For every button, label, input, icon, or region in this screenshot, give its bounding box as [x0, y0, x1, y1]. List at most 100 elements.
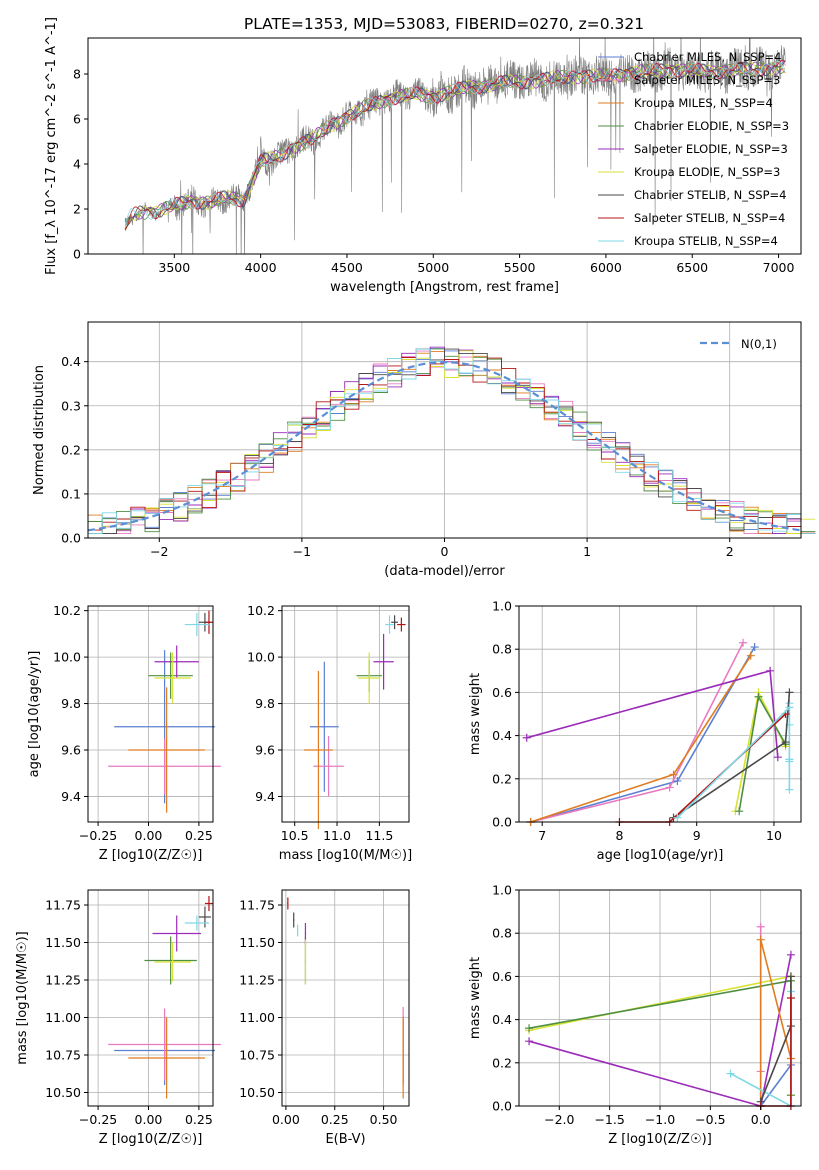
errorbar-point [293, 912, 295, 928]
y-tick-label: 9.4 [61, 789, 81, 804]
x-tick-label: 0.25 [185, 828, 213, 843]
weight-line [530, 642, 744, 823]
errorbar-point [128, 1017, 205, 1099]
y-tick-label: 11.25 [45, 973, 81, 988]
errorbar-point [287, 897, 289, 910]
y-tick-label: 11.50 [239, 935, 275, 950]
legend-entry: Chabrier STELIB, N_SSP=4 [634, 188, 786, 202]
y-tick-label: 9.6 [255, 743, 275, 758]
weight-marker [746, 651, 755, 660]
y-tick-label: 0.2 [492, 1055, 512, 1070]
y-tick-label: 11.00 [239, 1010, 275, 1025]
x-axis-label: E(B-V) [325, 1132, 365, 1147]
errorbar-point [304, 939, 307, 985]
x-tick-label: −0.25 [79, 1112, 117, 1127]
panel-mass_vs_Z: −0.25 0.00 0.25 10.50 10.75 11.00 11.25 11.50 11… [15, 889, 222, 1147]
axes-frame [87, 605, 214, 823]
spectrum-model-line [124, 59, 786, 231]
y-tick-label: 10.0 [247, 650, 275, 665]
y-tick-label: 9.8 [255, 696, 275, 711]
x-axis-label: (data-model)/error [384, 564, 505, 579]
errorbar-point [184, 612, 209, 637]
weight-marker [781, 738, 790, 747]
errorbar-point [204, 610, 213, 634]
x-tick-label: 10.5 [281, 828, 309, 843]
y-axis-label: mass [log10(M/M☉)] [15, 931, 30, 1064]
y-tick-label: 10.75 [239, 1048, 275, 1063]
errorbar-point [397, 617, 406, 632]
x-tick-label: 0.0 [751, 1112, 771, 1127]
residual-histogram [88, 350, 816, 535]
x-axis-label: Z [log10(Z/Z☉)] [99, 1132, 203, 1147]
y-tick-label: 0.0 [492, 1099, 512, 1114]
y-tick-label: 8 [73, 67, 81, 82]
errorbar-point [385, 615, 394, 634]
x-tick-label: 8 [615, 828, 623, 843]
errorbar-point [198, 906, 211, 928]
weight-marker [735, 807, 744, 816]
x-tick-label: −0.25 [79, 828, 117, 843]
weight-marker [673, 813, 682, 822]
x-tick-label: −0.5 [695, 1112, 725, 1127]
y-tick-label: 0.8 [492, 926, 512, 941]
spectrum-model-line [174, 59, 786, 210]
weight-marker [739, 638, 748, 647]
legend-entry: N(0,1) [741, 337, 777, 351]
plot-area [304, 615, 406, 829]
errorbar-point [154, 645, 199, 678]
weight-marker [673, 776, 682, 785]
x-tick-label: 0.25 [321, 1112, 349, 1127]
legend-entry: Salpeter MILES, N_SSP=3 [634, 73, 780, 87]
x-tick-label: 11.5 [365, 828, 393, 843]
y-tick-label: 10.50 [45, 1085, 81, 1100]
y-axis-label: Flux [f_λ 10^-17 erg cm^-2 s^-1 A^-1] [44, 17, 59, 275]
axes-frame [281, 889, 410, 1107]
y-tick-label: 0.1 [61, 486, 81, 501]
legend-entry: Kroupa ELODIE, N_SSP=3 [634, 165, 780, 179]
weight-marker [525, 1024, 534, 1033]
weight-line [526, 669, 779, 758]
errorbar-point [108, 738, 222, 795]
x-tick-label: 6000 [590, 260, 622, 275]
weight-marker [522, 733, 531, 742]
x-tick-label: 0.25 [185, 1112, 213, 1127]
y-tick-label: 10.2 [247, 603, 275, 618]
y-tick-label: 9.8 [61, 696, 81, 711]
axes-frame [518, 605, 802, 823]
y-tick-label: 10.50 [239, 1085, 275, 1100]
x-tick-label: 0.00 [135, 828, 163, 843]
errorbar-point [309, 661, 339, 792]
x-axis-label: Z [log10(Z/Z☉)] [608, 1132, 712, 1147]
spectrum-legend: Chabrier MILES, N_SSP=4 Salpeter MILES, N… [598, 50, 789, 248]
legend-entry: Kroupa STELIB, N_SSP=4 [634, 234, 778, 248]
x-axis-label: wavelength [Angstrom, rest frame] [330, 280, 559, 295]
residual-histogram [88, 348, 816, 535]
plot-area [124, 38, 786, 254]
axes-frame [281, 605, 410, 823]
y-axis-label: age [log10(age/yr)] [27, 651, 42, 778]
panel-residuals: −2 −1 0 1 2 0.0 0.1 0.2 0.3 0.4 (data-model)/error… [32, 321, 816, 579]
weight-marker [785, 703, 794, 712]
errorbar-point [402, 1017, 404, 1099]
x-tick-label: 4500 [331, 260, 363, 275]
y-tick-label: 6 [73, 112, 81, 127]
axes-frame [87, 37, 802, 255]
weight-marker [525, 1037, 534, 1046]
residual-histogram [88, 348, 816, 535]
y-axis-label: Normed distribution [32, 365, 47, 495]
axes-frame [87, 889, 214, 1107]
errorbar-point [152, 915, 201, 952]
x-tick-label: −1 [293, 544, 311, 559]
y-tick-label: 11.75 [239, 898, 275, 913]
weight-marker [773, 753, 782, 762]
legend-entry: Salpeter ELODIE, N_SSP=3 [634, 142, 788, 156]
residual-histogram [88, 346, 816, 535]
x-tick-label: 0.50 [370, 1112, 398, 1127]
errorbar-point [108, 1008, 222, 1081]
y-tick-label: 2 [73, 202, 81, 217]
x-tick-label: 4000 [245, 260, 277, 275]
x-tick-label: −2 [150, 544, 168, 559]
residual-histogram [88, 357, 816, 534]
spectrum-model-line [124, 61, 786, 230]
errorbar-point [391, 615, 398, 630]
